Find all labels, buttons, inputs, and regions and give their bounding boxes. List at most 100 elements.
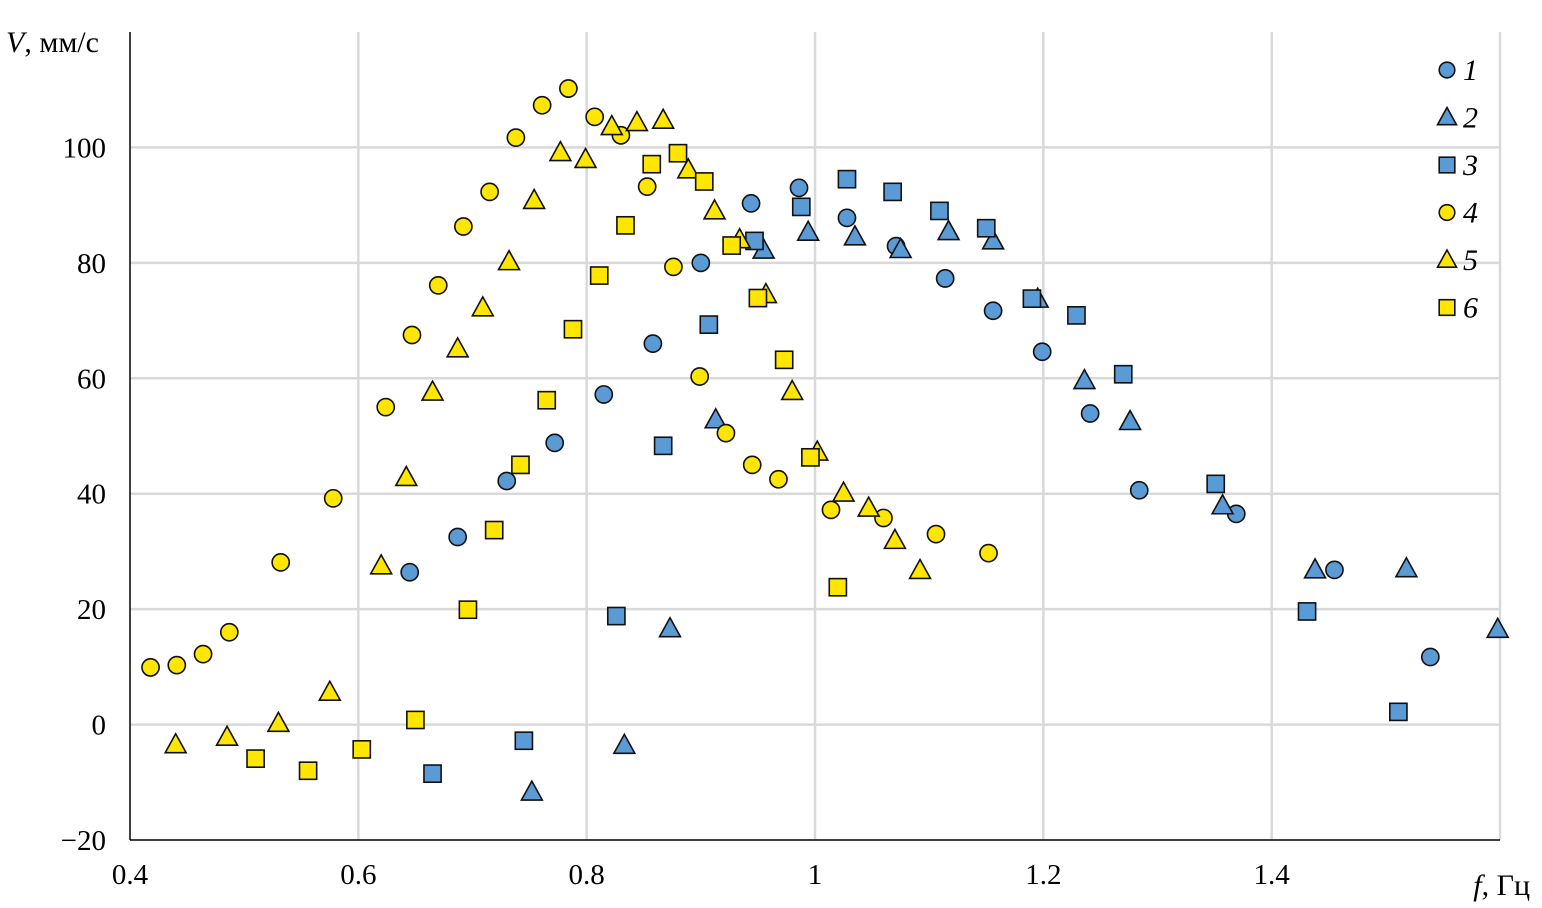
data-point-series-3	[653, 436, 673, 456]
legend-item-1: 1	[1438, 54, 1478, 87]
data-point-series-1	[545, 433, 565, 453]
data-point-series-6	[828, 577, 848, 597]
legend-label-4: 4	[1463, 197, 1478, 230]
data-point-series-3	[1206, 474, 1226, 494]
data-point-series-1	[1080, 404, 1100, 423]
legend-label-3: 3	[1462, 149, 1478, 182]
data-point-series-3	[791, 197, 811, 217]
data-point-series-5	[883, 527, 907, 550]
legend-item-4: 4	[1438, 197, 1478, 230]
data-point-series-1	[1420, 647, 1440, 667]
legend-label-6: 6	[1463, 292, 1478, 325]
data-point-series-3	[606, 606, 626, 626]
data-point-series-3	[1022, 289, 1042, 309]
y-tick-label: 60	[77, 363, 106, 395]
legend-marker-1	[1438, 61, 1456, 79]
data-point-series-6	[537, 390, 557, 410]
legend-marker-6	[1438, 298, 1456, 317]
y-tick-label: 0	[92, 710, 107, 742]
data-point-series-5	[856, 495, 881, 517]
data-point-series-6	[616, 215, 635, 235]
data-point-series-4	[926, 524, 946, 544]
data-point-series-4	[219, 622, 239, 642]
data-point-series-4	[821, 500, 841, 520]
data-point-series-5	[470, 295, 495, 317]
data-point-series-6	[484, 520, 504, 540]
series-4	[141, 79, 998, 677]
data-point-series-6	[458, 600, 478, 620]
data-point-series-5	[317, 679, 342, 701]
data-point-series-1	[741, 194, 761, 213]
data-point-series-6	[748, 288, 768, 308]
data-point-series-1	[594, 385, 614, 404]
data-point-series-4	[506, 128, 526, 147]
data-point-series-3	[930, 201, 949, 221]
data-point-series-3	[423, 764, 442, 784]
data-point-series-6	[406, 710, 425, 730]
data-point-series-3	[1297, 602, 1317, 621]
data-point-series-5	[522, 187, 546, 210]
legend-item-6: 6	[1438, 292, 1478, 325]
legend-marker-2	[1436, 105, 1458, 126]
data-point-series-1	[1129, 480, 1149, 500]
data-point-series-4	[428, 275, 448, 295]
x-tick-label: 0.6	[340, 859, 376, 891]
data-point-series-3	[1389, 702, 1408, 722]
data-point-series-5	[831, 480, 856, 502]
data-point-series-2	[1118, 408, 1142, 431]
data-point-series-5	[702, 198, 727, 220]
data-point-series-4	[585, 107, 605, 127]
data-point-series-2	[703, 407, 728, 429]
y-tick-label: 100	[63, 132, 107, 164]
x-axis-title: f, Гц	[1473, 869, 1530, 902]
data-point-series-5	[908, 557, 932, 580]
data-point-series-3	[1067, 305, 1086, 325]
data-point-series-3	[837, 169, 857, 189]
data-point-series-4	[664, 257, 683, 277]
data-point-series-6	[774, 350, 794, 370]
data-point-series-5	[548, 139, 573, 162]
data-point-series-3	[976, 218, 996, 238]
data-point-series-1	[1032, 342, 1052, 362]
data-point-series-2	[1303, 557, 1327, 579]
data-point-series-2	[1210, 493, 1235, 515]
data-point-series-4	[323, 488, 343, 508]
data-point-series-3	[883, 182, 903, 202]
data-point-series-4	[402, 325, 422, 345]
data-point-series-5	[780, 378, 804, 401]
data-point-series-4	[690, 367, 710, 386]
x-tick-label: 1	[808, 859, 823, 891]
data-point-series-2	[1394, 556, 1419, 578]
y-axis-unit: , мм/с	[24, 26, 99, 59]
data-point-series-5	[163, 732, 188, 754]
data-point-series-1	[935, 269, 955, 288]
data-point-series-1	[837, 208, 857, 228]
series-2	[520, 219, 1510, 801]
y-tick-label: −20	[61, 825, 106, 857]
data-point-series-5	[676, 157, 701, 179]
data-point-series-6	[694, 172, 714, 191]
data-point-series-2	[936, 219, 961, 241]
data-point-series-4	[167, 655, 187, 675]
data-point-series-2	[612, 732, 637, 755]
data-point-series-2	[981, 228, 1005, 250]
legend-label-2: 2	[1463, 102, 1478, 135]
data-point-series-1	[1325, 560, 1344, 580]
data-point-series-3	[514, 731, 534, 751]
y-axis-title: V, мм/с	[6, 26, 99, 59]
data-point-series-5	[625, 109, 649, 132]
data-point-series-4	[376, 397, 396, 417]
legend-marker-3	[1438, 156, 1456, 174]
data-point-series-4	[559, 79, 578, 98]
x-tick-label: 0.8	[569, 859, 605, 891]
data-point-series-5	[599, 113, 624, 136]
legend-marker-5	[1436, 248, 1458, 269]
x-tick-label: 0.4	[112, 859, 149, 891]
axes	[129, 32, 1500, 841]
data-point-series-5	[573, 146, 598, 169]
x-tick-label: 1.2	[1025, 859, 1061, 891]
legend-marker-4	[1438, 203, 1456, 222]
legend: 1 2 3 4 5 6	[1436, 54, 1478, 325]
legend-item-5: 5	[1436, 244, 1478, 277]
data-point-series-5	[420, 379, 445, 401]
